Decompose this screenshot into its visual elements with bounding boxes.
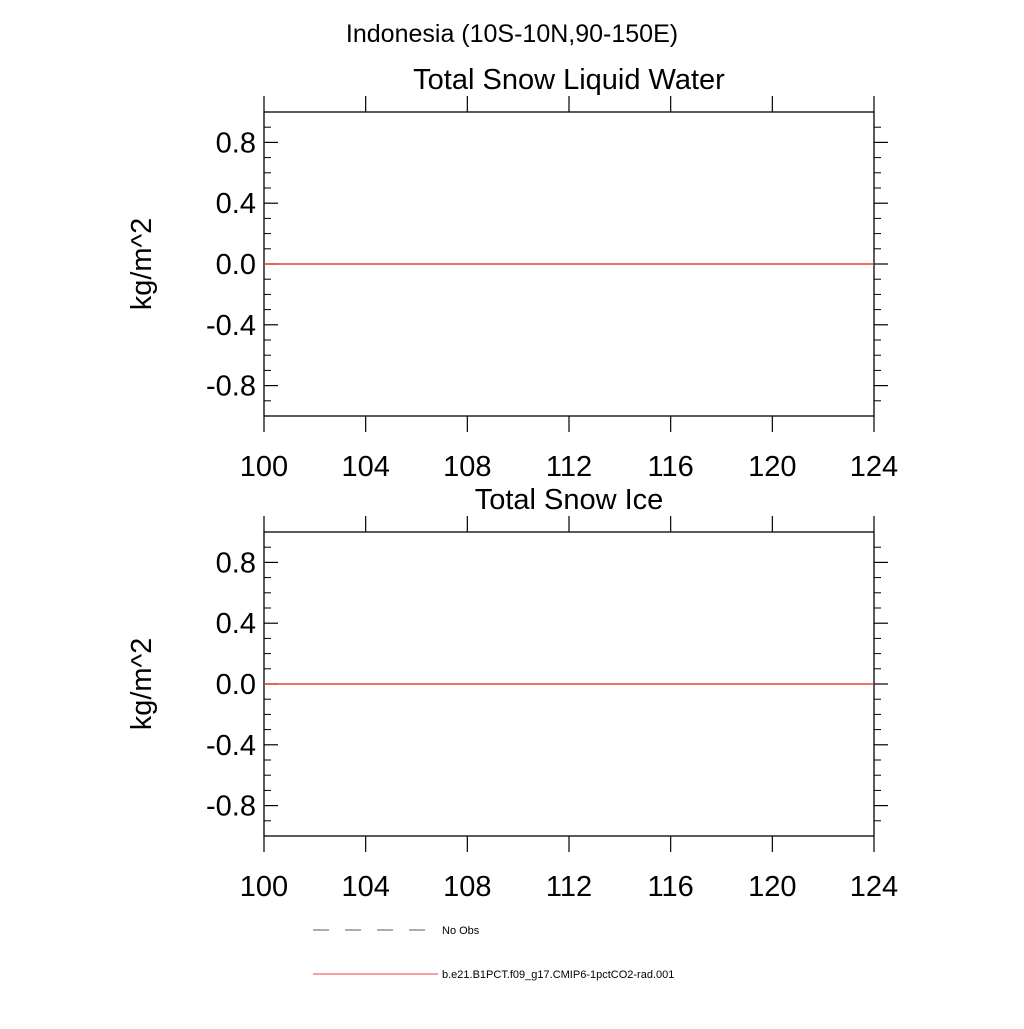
chart-panels: Total Snow Liquid Water 100 104 108 112 116 12… bbox=[126, 64, 898, 903]
y-tick-label: -0.4 bbox=[206, 310, 256, 342]
y-tick-label: 0.0 bbox=[216, 249, 256, 281]
x-tick-label: 104 bbox=[341, 871, 389, 903]
page-title: Indonesia (10S-10N,90-150E) bbox=[346, 20, 678, 48]
x-tick-label: 108 bbox=[443, 871, 491, 903]
x-tick-label: 116 bbox=[648, 871, 694, 903]
y-tick-label: -0.4 bbox=[206, 730, 256, 762]
y-tick-label: 0.8 bbox=[216, 547, 256, 579]
x-tick-label: 108 bbox=[443, 451, 491, 483]
x-tick-label: 124 bbox=[850, 451, 898, 483]
x-tick-label: 124 bbox=[850, 871, 898, 903]
x-tick-label: 112 bbox=[546, 871, 592, 903]
x-tick-label: 104 bbox=[341, 451, 389, 483]
x-tick-label: 100 bbox=[240, 871, 288, 903]
x-tick-label: 120 bbox=[748, 451, 796, 483]
x-tick-label: 120 bbox=[748, 871, 796, 903]
y-tick-label: -0.8 bbox=[206, 791, 256, 823]
chart-panel-1: Total Snow Liquid Water 100 104 108 112 116 12… bbox=[126, 64, 898, 483]
legend-label-2: b.e21.B1PCT.f09_g17.CMIP6-1pctCO2-rad.00… bbox=[442, 969, 674, 981]
y-tick-label: -0.8 bbox=[206, 371, 256, 403]
chart-panel-2: Total Snow Ice 100 104 108 112 116 120 124 -0.8 -… bbox=[126, 484, 898, 903]
y-tick-label: 0.8 bbox=[216, 127, 256, 159]
legend: No Obs b.e21.B1PCT.f09_g17.CMIP6-1pctCO2-… bbox=[313, 925, 674, 981]
chart-title: Total Snow Liquid Water bbox=[413, 64, 725, 96]
x-tick-label: 112 bbox=[546, 451, 592, 483]
x-tick-label: 100 bbox=[240, 451, 288, 483]
y-tick-label: 0.4 bbox=[216, 188, 256, 220]
y-axis-label: kg/m^2 bbox=[126, 218, 158, 311]
y-tick-label: 0.0 bbox=[216, 669, 256, 701]
legend-label-1: No Obs bbox=[442, 925, 480, 937]
y-tick-label: 0.4 bbox=[216, 608, 256, 640]
x-tick-label: 116 bbox=[648, 451, 694, 483]
y-axis-label: kg/m^2 bbox=[126, 638, 158, 731]
chart-title: Total Snow Ice bbox=[475, 484, 664, 516]
